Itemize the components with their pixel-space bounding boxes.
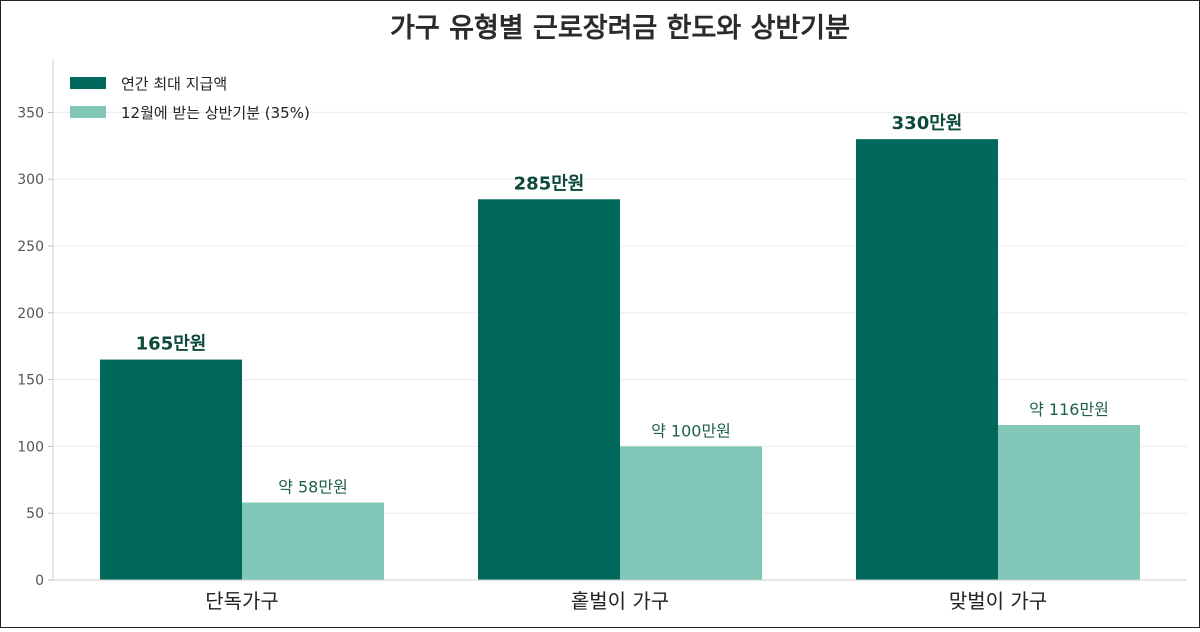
legend-label: 12월에 받는 상반기분 (35%) [121, 104, 310, 122]
x-category-label: 홑벌이 가구 [571, 589, 669, 613]
bar-annual-max [478, 199, 620, 580]
legend: 연간 최대 지급액 12월에 받는 상반기분 (35%) [70, 75, 310, 122]
data-label-annual: 165만원 [136, 334, 207, 355]
data-label-annual: 330만원 [892, 113, 963, 134]
y-tick-label: 350 [17, 105, 44, 121]
bar-first-half [242, 502, 384, 580]
bar-annual-max [100, 359, 242, 580]
y-tick-label: 250 [17, 239, 44, 255]
x-category-label: 단독가구 [205, 589, 279, 613]
data-label-annual: 285만원 [514, 173, 585, 194]
y-tick-label: 150 [17, 373, 44, 389]
x-axis: 단독가구 홑벌이 가구 맞벌이 가구 [53, 579, 1187, 613]
chart-title: 가구 유형별 근로장려금 한도와 상반기분 [390, 13, 850, 44]
y-tick-label: 100 [17, 439, 44, 455]
legend-swatch [70, 106, 106, 118]
legend-label: 연간 최대 지급액 [121, 75, 227, 93]
legend-swatch [70, 77, 106, 89]
y-axis: 0 50 100 150 200 250 300 350 [17, 59, 54, 589]
bar-first-half [620, 446, 762, 580]
y-tick-label: 300 [17, 172, 44, 188]
bar-annual-max [856, 139, 998, 580]
bar-first-half [998, 425, 1140, 580]
y-tick-label: 0 [35, 573, 44, 589]
data-label-first-half: 약 58만원 [278, 478, 348, 497]
x-category-label: 맞벌이 가구 [949, 589, 1047, 613]
y-tick-label: 200 [17, 306, 44, 322]
bars [100, 139, 1140, 580]
data-label-first-half: 약 116만원 [1029, 400, 1109, 419]
data-label-first-half: 약 100만원 [651, 421, 731, 440]
y-tick-label: 50 [26, 506, 44, 522]
